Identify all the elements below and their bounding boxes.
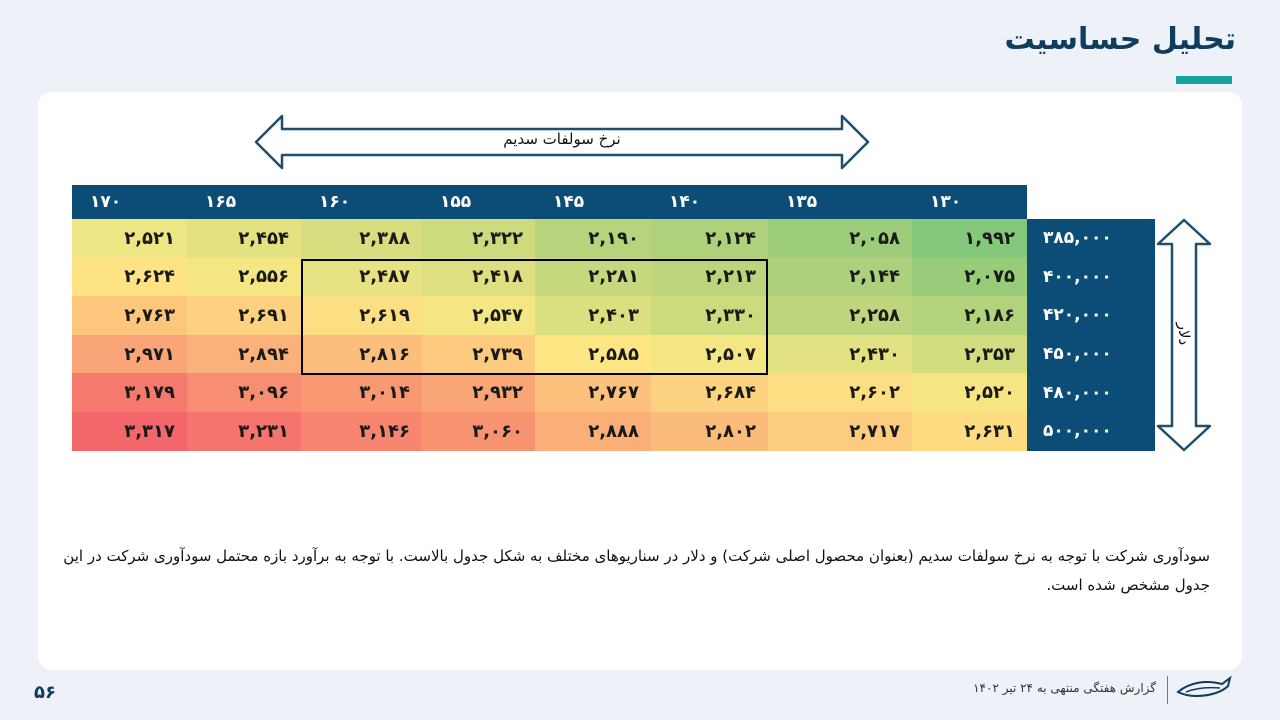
table-cell: ۲,۴۳۰ (768, 334, 912, 374)
table-cell: ۳,۱۴۶ (301, 412, 422, 451)
table-cell: ۲,۲۸۱ (535, 257, 651, 297)
table-cell: ۲,۳۸۸ (301, 219, 422, 258)
table-cell: ۲,۶۳۱ (912, 412, 1027, 451)
table-cell: ۲,۵۰۷ (651, 334, 768, 374)
table-cell: ۲,۵۴۷ (422, 296, 535, 335)
table-cell: ۲,۸۱۶ (301, 334, 422, 374)
table-cell: ۲,۹۷۱ (72, 334, 187, 374)
table-cell: ۲,۶۸۴ (651, 373, 768, 412)
table-cell: ۳,۳۱۷ (72, 412, 187, 451)
table-cell: ۲,۶۲۴ (72, 257, 187, 297)
title-accent-bar (1176, 76, 1232, 84)
row-header: ۴۸۰,۰۰۰ (1043, 382, 1112, 403)
sensitivity-table: ۲,۵۲۱ ۲,۴۵۴ ۲,۳۸۸ ۲,۳۲۲ ۲,۱۹۰ ۲,۱۲۴ ۲,۰۵۸ ۱,۹۹۲… (72, 219, 1027, 451)
table-cell: ۲,۰۷۵ (912, 257, 1027, 297)
table-row: ۲,۷۶۳ ۲,۶۹۱ ۲,۶۱۹ ۲,۵۴۷ ۲,۴۰۳ ۲,۳۳۰ ۲,۲۵۸ ۲,۱۸۶ (72, 296, 1027, 335)
row-header: ۵۰۰,۰۰۰ (1043, 421, 1112, 442)
table-cell: ۲,۸۹۴ (187, 334, 301, 374)
table-cell: ۲,۴۰۳ (535, 296, 651, 335)
table-cell: ۲,۰۵۸ (768, 219, 912, 258)
table-cell: ۲,۸۸۸ (535, 412, 651, 451)
table-row: ۲,۵۲۱ ۲,۴۵۴ ۲,۳۸۸ ۲,۳۲۲ ۲,۱۹۰ ۲,۱۲۴ ۲,۰۵۸ ۱,۹۹۲ (72, 219, 1027, 258)
page-number: ۵۶ (34, 682, 56, 703)
table-cell: ۳,۰۱۴ (301, 373, 422, 412)
table-cell: ۲,۳۲۲ (422, 219, 535, 258)
column-header: ۱۳۵ (786, 192, 818, 212)
table-cell: ۲,۵۸۵ (535, 334, 651, 374)
table-cell: ۳,۲۳۱ (187, 412, 301, 451)
column-header: ۱۳۰ (930, 192, 962, 212)
table-cell: ۲,۶۹۱ (187, 296, 301, 335)
table-cell: ۲,۱۴۴ (768, 257, 912, 297)
table-cell: ۲,۹۳۲ (422, 373, 535, 412)
column-header: ۱۵۵ (440, 192, 472, 212)
table-cell: ۳,۰۹۶ (187, 373, 301, 412)
table-cell: ۲,۳۳۰ (651, 296, 768, 335)
horizontal-double-arrow-icon (254, 114, 870, 170)
table-cell: ۲,۶۱۹ (301, 296, 422, 335)
table-cell: ۲,۱۲۴ (651, 219, 768, 258)
column-header: ۱۶۵ (205, 192, 237, 212)
vertical-double-arrow-icon (1156, 218, 1212, 452)
table-cell: ۲,۷۳۹ (422, 334, 535, 374)
column-header-row: ۱۷۰ ۱۶۵ ۱۶۰ ۱۵۵ ۱۴۵ ۱۴۰ ۱۳۵ ۱۳۰ (72, 185, 1027, 219)
row-header: ۴۵۰,۰۰۰ (1043, 344, 1112, 365)
footer-divider (1167, 676, 1168, 704)
page-title: تحلیل حساسیت (1004, 22, 1236, 57)
table-cell: ۲,۲۱۳ (651, 257, 768, 297)
table-cell: ۲,۲۵۸ (768, 296, 912, 335)
table-cell: ۲,۵۲۰ (912, 373, 1027, 412)
table-cell: ۳,۱۷۹ (72, 373, 187, 412)
table-cell: ۲,۳۵۳ (912, 334, 1027, 374)
row-header: ۳۸۵,۰۰۰ (1043, 228, 1112, 249)
column-header: ۱۶۰ (319, 192, 351, 212)
table-cell: ۲,۸۰۲ (651, 412, 768, 451)
table-cell: ۲,۵۵۶ (187, 257, 301, 297)
column-header: ۱۴۵ (553, 192, 585, 212)
table-cell: ۳,۰۶۰ (422, 412, 535, 451)
table-cell: ۲,۱۸۶ (912, 296, 1027, 335)
table-cell: ۲,۷۶۳ (72, 296, 187, 335)
probable-range-highlight-box (301, 259, 768, 375)
table-cell: ۲,۴۱۸ (422, 257, 535, 297)
table-cell: ۲,۷۱۷ (768, 412, 912, 451)
report-footer-text: گزارش هفتگی منتهی به ۲۴ تیر ۱۴۰۲ (973, 681, 1156, 695)
table-row: ۳,۳۱۷ ۳,۲۳۱ ۳,۱۴۶ ۳,۰۶۰ ۲,۸۸۸ ۲,۸۰۲ ۲,۷۱۷ ۲,۶۳۱ (72, 412, 1027, 451)
column-header: ۱۷۰ (90, 192, 122, 212)
dollar-label-text: دلار (1174, 322, 1193, 346)
table-row: ۲,۹۷۱ ۲,۸۹۴ ۲,۸۱۶ ۲,۷۳۹ ۲,۵۸۵ ۲,۵۰۷ ۲,۴۳۰ ۲,۳۵۳ (72, 334, 1027, 374)
company-logo-icon (1176, 675, 1232, 698)
table-cell: ۲,۵۲۱ (72, 219, 187, 258)
column-header: ۱۴۰ (669, 192, 701, 212)
sodium-sulfate-rate-label: نرخ سولفات سدیم (503, 130, 621, 148)
dollar-label: دلار (1168, 318, 1200, 350)
row-header-column: ۳۸۵,۰۰۰ ۴۰۰,۰۰۰ ۴۲۰,۰۰۰ ۴۵۰,۰۰۰ ۴۸۰,۰۰۰ … (1027, 219, 1155, 451)
row-header: ۴۲۰,۰۰۰ (1043, 305, 1112, 326)
table-row: ۲,۶۲۴ ۲,۵۵۶ ۲,۴۸۷ ۲,۴۱۸ ۲,۲۸۱ ۲,۲۱۳ ۲,۱۴۴ ۲,۰۷۵ (72, 257, 1027, 297)
table-row: ۳,۱۷۹ ۳,۰۹۶ ۳,۰۱۴ ۲,۹۳۲ ۲,۷۶۷ ۲,۶۸۴ ۲,۶۰۲ ۲,۵۲۰ (72, 373, 1027, 412)
table-cell: ۲,۴۸۷ (301, 257, 422, 297)
table-cell: ۲,۱۹۰ (535, 219, 651, 258)
table-cell: ۲,۶۰۲ (768, 373, 912, 412)
table-cell: ۲,۴۵۴ (187, 219, 301, 258)
row-header: ۴۰۰,۰۰۰ (1043, 266, 1112, 287)
table-cell: ۱,۹۹۲ (912, 219, 1027, 258)
table-cell: ۲,۷۶۷ (535, 373, 651, 412)
description-text: سودآوری شرکت با توجه به نرخ سولفات سدیم … (63, 547, 1210, 594)
